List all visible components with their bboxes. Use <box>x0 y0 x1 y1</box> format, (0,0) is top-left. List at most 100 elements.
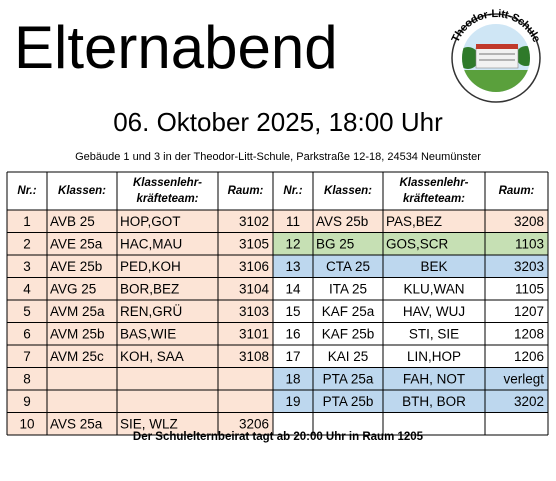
subtitle: 06. Oktober 2025, 18:00 Uhr <box>113 107 443 137</box>
cell <box>273 367 313 390</box>
cell-text: KAF 25b <box>322 326 375 341</box>
header-text: Klassen: <box>58 185 106 197</box>
cell-text: 1206 <box>514 349 544 364</box>
cell <box>117 232 218 255</box>
cell <box>47 367 117 390</box>
cell <box>7 255 47 278</box>
cell-text: BOR,BEZ <box>120 281 179 296</box>
cell-text: 3108 <box>239 349 269 364</box>
cell <box>273 390 313 413</box>
cell <box>273 300 313 323</box>
cell-text: 18 <box>285 371 300 386</box>
cell <box>47 322 117 345</box>
cell-text: PED,KOH <box>120 259 181 274</box>
cell <box>117 390 218 413</box>
cell <box>383 210 485 233</box>
cell-text: KAI 25 <box>328 349 369 364</box>
cell <box>313 210 383 233</box>
header-text: kräfteteam: <box>403 193 465 205</box>
cell <box>7 345 47 368</box>
header-text: Klassenlehr- <box>399 177 468 189</box>
cell-text: FAH, NOT <box>403 371 465 386</box>
header-text: Nr.: <box>283 185 302 197</box>
logo-image <box>462 24 530 92</box>
cell-text: AVE 25a <box>50 236 103 251</box>
cell <box>47 210 117 233</box>
cell-text: 3105 <box>239 236 269 251</box>
cell-text: KOH, SAA <box>120 349 184 364</box>
cell <box>383 390 485 413</box>
cell-text: 19 <box>285 394 300 409</box>
cell <box>47 390 117 413</box>
cell <box>383 277 485 300</box>
cell-text: 10 <box>19 416 34 431</box>
cell <box>383 255 485 278</box>
cell <box>485 300 548 323</box>
cell-text: ITA 25 <box>329 281 367 296</box>
cell <box>273 345 313 368</box>
cell <box>313 322 383 345</box>
cell <box>218 390 273 413</box>
cell <box>313 390 383 413</box>
cell <box>383 322 485 345</box>
cell <box>485 232 548 255</box>
cell-text: 2 <box>23 236 31 251</box>
cell-text: 12 <box>285 236 300 251</box>
cell-text: 9 <box>23 394 31 409</box>
cell <box>313 232 383 255</box>
cell <box>273 412 313 435</box>
header-text: Klassenlehr- <box>133 177 202 189</box>
cell-text: BAS,WIE <box>120 326 176 341</box>
cell-text: 3203 <box>514 259 544 274</box>
cell-text: GOS,SCR <box>386 236 449 251</box>
header-cell <box>273 172 313 210</box>
cell <box>117 277 218 300</box>
cell <box>273 277 313 300</box>
cell-text: PAS,BEZ <box>386 214 442 229</box>
cell-text: HOP,GOT <box>120 214 181 229</box>
cell-text: AVS 25b <box>316 214 368 229</box>
cell <box>47 412 117 435</box>
cell-text: STI, SIE <box>409 326 459 341</box>
cell <box>47 345 117 368</box>
cell-text: 1207 <box>514 304 544 319</box>
cell-text: 3 <box>23 259 31 274</box>
cell <box>218 367 273 390</box>
cell <box>7 322 47 345</box>
header-cell <box>47 172 117 210</box>
cell <box>7 390 47 413</box>
cell <box>313 255 383 278</box>
cell <box>117 345 218 368</box>
cell-text: 3106 <box>239 259 269 274</box>
cell-text: 1105 <box>515 281 544 296</box>
cell-text: AVE 25b <box>50 259 102 274</box>
cell-text: 1 <box>23 214 31 229</box>
cell <box>273 322 313 345</box>
cell-text: AVG 25 <box>50 281 96 296</box>
cell <box>218 232 273 255</box>
cell <box>485 255 548 278</box>
cell-text: HAC,MAU <box>120 236 182 251</box>
header-cell <box>485 172 548 210</box>
cell <box>383 232 485 255</box>
cell <box>383 412 485 435</box>
cell <box>117 210 218 233</box>
cell-text: 3202 <box>514 394 544 409</box>
cell-text: 3208 <box>514 214 544 229</box>
cell-text: AVB 25 <box>50 214 95 229</box>
cell-text: 13 <box>285 259 300 274</box>
cell <box>218 255 273 278</box>
cell <box>218 345 273 368</box>
cell <box>7 412 47 435</box>
header-cell <box>218 172 273 210</box>
cell-text: 3206 <box>239 416 269 431</box>
cell-text: BTH, BOR <box>402 394 466 409</box>
header-cell <box>117 172 218 210</box>
cell <box>313 277 383 300</box>
header-cell <box>7 172 47 210</box>
cell-text: PTA 25b <box>323 394 374 409</box>
header-text: Raum: <box>499 185 535 197</box>
cell-text: AVM 25b <box>50 326 105 341</box>
cell-text: 7 <box>23 349 31 364</box>
cell <box>7 210 47 233</box>
